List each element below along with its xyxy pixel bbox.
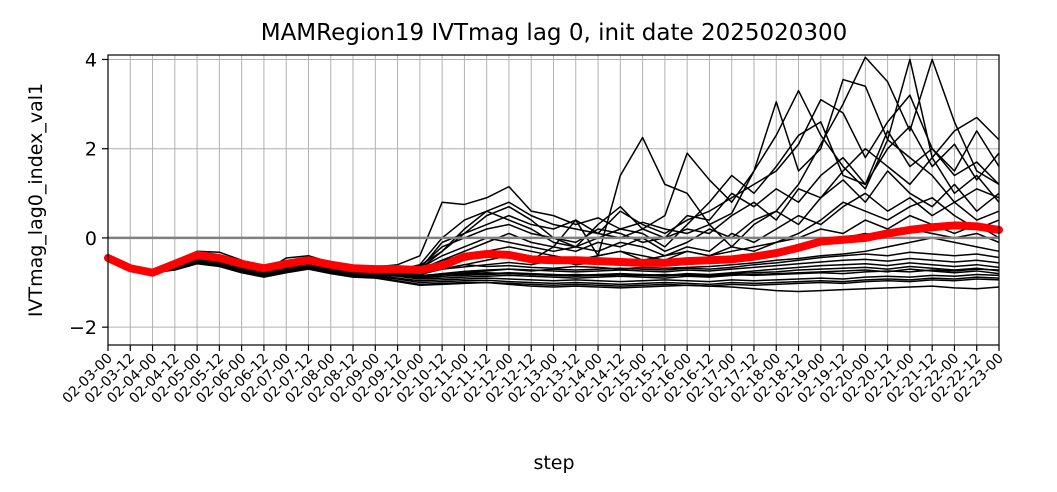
y-axis-ticks: −2 0 2 4 bbox=[69, 49, 108, 339]
grid bbox=[107, 55, 1000, 345]
ensemble-member-line bbox=[107, 257, 1000, 286]
x-axis-label: step bbox=[533, 452, 574, 474]
y-tick-label: 4 bbox=[85, 49, 97, 71]
ensemble-member-line bbox=[107, 257, 1000, 283]
ensemble-member-line bbox=[107, 257, 1000, 280]
x-axis-ticks: 02-03-0002-03-1202-04-0002-04-1202-05-00… bbox=[60, 345, 1007, 407]
ensemble-member-line bbox=[107, 257, 1000, 293]
ensemble-mean-line bbox=[104, 221, 1003, 277]
y-tick-label: 0 bbox=[85, 228, 97, 250]
ensemble-member-line bbox=[107, 257, 1000, 279]
y-tick-label: −2 bbox=[69, 317, 97, 339]
ensemble-member-line bbox=[107, 257, 1000, 289]
y-axis-label: IVTmag_lag0_index_val1 bbox=[25, 83, 47, 317]
y-tick-label: 2 bbox=[85, 139, 97, 161]
chart-title: MAMRegion19 IVTmag lag 0, init date 2025… bbox=[261, 20, 848, 46]
